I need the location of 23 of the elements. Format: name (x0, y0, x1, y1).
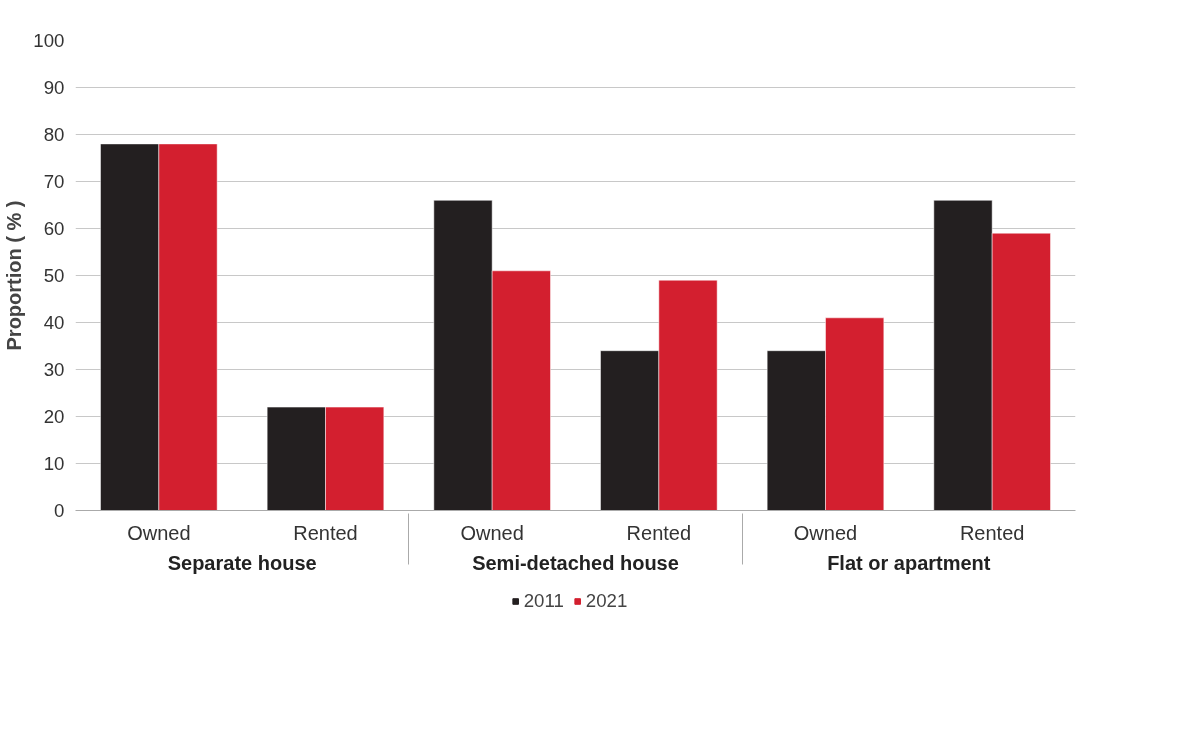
legend-label: 2011 (523, 590, 564, 612)
y-tick-label: 80 (43, 124, 65, 145)
y-tick-label: 20 (43, 406, 65, 427)
x-tick-label: Owned (793, 521, 858, 544)
y-tick-label: 10 (43, 453, 65, 474)
y-tick-label: 0 (54, 500, 65, 521)
y-tick-label: 40 (43, 312, 65, 333)
y-tick-label: 50 (43, 265, 65, 286)
x-tick-label: Owned (460, 521, 524, 544)
x-tick-label: Rented (293, 521, 358, 544)
y-tick-label: 100 (33, 30, 65, 51)
y-tick-label: 90 (43, 77, 65, 98)
text: Semi-detached house (472, 551, 679, 574)
text: Flat or apartment (827, 551, 991, 574)
x-tick-label: Rented (626, 521, 692, 544)
x-tick-label: Rented (959, 521, 1025, 544)
legend-label: 2021 (585, 590, 628, 612)
y-tick-label: 70 (43, 171, 65, 192)
y-tick-label: 30 (43, 359, 65, 380)
y-tick-label: 60 (43, 218, 65, 239)
y-axis-title: Proportion ( % ) (3, 200, 26, 351)
x-tick-label: Owned (127, 521, 191, 544)
text: Separate house (167, 551, 317, 574)
